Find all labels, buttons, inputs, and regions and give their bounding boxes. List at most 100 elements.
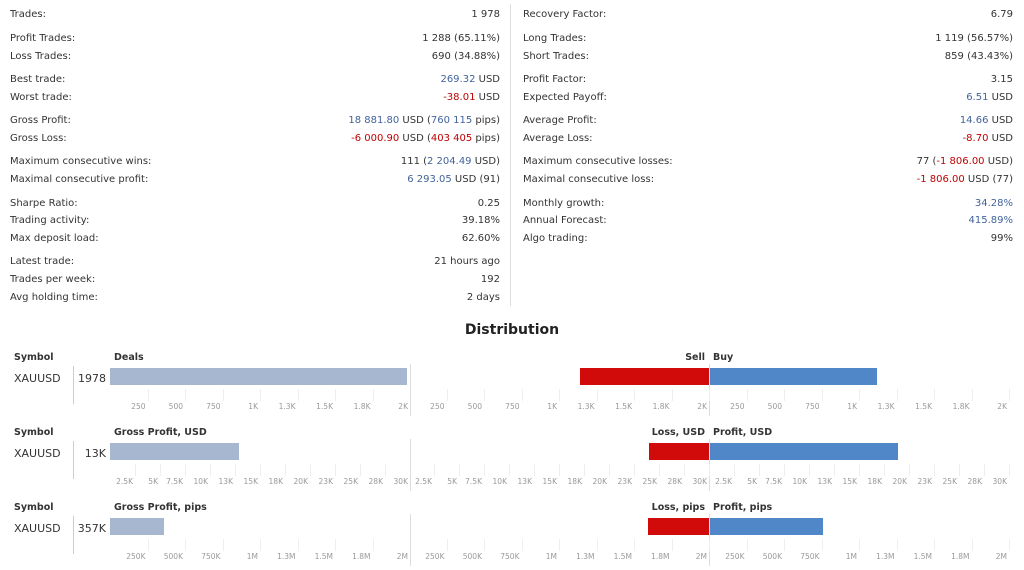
right-header: Profit, pips — [713, 502, 773, 513]
axis-tick-label: 15K — [243, 477, 258, 486]
stat-value: 6 293.05 USD (91) — [407, 173, 500, 187]
axis-tick-label: 750K — [201, 552, 221, 561]
axis-tick-label: 1.3M — [576, 552, 595, 561]
axis-gridline — [521, 389, 523, 401]
stat-value: -6 000.90 USD (403 405 pips) — [351, 132, 500, 146]
stat-label: Sharpe Ratio: — [10, 198, 78, 209]
stat-value-part: -6 000.90 — [351, 133, 400, 144]
stat-value: 2 days — [467, 291, 500, 305]
axis-tick-label: 750 — [805, 402, 820, 411]
axis-gridline — [934, 464, 935, 476]
axis-tick-label: 5K — [747, 477, 757, 486]
stat-row: Recovery Factor: 6.79 — [523, 8, 1013, 22]
axis-gridline — [709, 464, 710, 476]
axis-tick-label: 500K — [462, 552, 482, 561]
stat-label: Gross Profit: — [10, 115, 71, 126]
stat-value: 1 978 — [471, 8, 500, 22]
stat-value-part: USD — [988, 92, 1013, 103]
stat-label: Expected Payoff: — [523, 92, 607, 103]
stat-row: Sharpe Ratio: 0.25 — [10, 197, 500, 211]
axis-tick-label: 25K — [642, 477, 657, 486]
axis-gridline — [584, 464, 585, 476]
axis-gridline — [821, 539, 823, 551]
axis-tick-label: 7.5K — [166, 477, 183, 486]
symbol-name: XAUUSD — [14, 522, 61, 535]
stat-value-part: 1 288 (65.11%) — [422, 33, 500, 44]
axis-gridline — [596, 389, 598, 401]
stat-value: -1 806.00 USD (77) — [917, 173, 1013, 187]
axis-tick-label: 20K — [293, 477, 308, 486]
axis-gridline — [971, 539, 973, 551]
stat-value-part: pips) — [472, 115, 500, 126]
axis-tick-label: 1.8M — [352, 552, 371, 561]
stat-label: Loss Trades: — [10, 51, 72, 62]
axis-gridline — [147, 389, 149, 401]
stat-value-part: 192 — [480, 274, 500, 285]
axis-tick-label: 500K — [762, 552, 782, 561]
stat-value: 859 (43.43%) — [945, 50, 1013, 64]
left-header: Sell — [685, 352, 705, 363]
axis-gridline — [459, 464, 460, 476]
axis-tick-label: 13K — [218, 477, 233, 486]
stat-value-part: USD ( — [399, 133, 431, 144]
axis-gridline — [260, 539, 261, 551]
stat-row: Long Trades: 1 119 (56.57%) — [523, 32, 1013, 46]
stat-value-part: USD) — [984, 156, 1013, 167]
axis-tick-label: 1.3K — [278, 402, 296, 411]
axis-tick-label: 1.8M — [951, 552, 970, 561]
main-bar — [110, 368, 407, 385]
stat-row: Profit Factor: 3.15 — [523, 73, 1013, 87]
axis-gridline — [434, 464, 435, 476]
axis-gridline — [185, 389, 186, 401]
stat-value-part: USD (77) — [964, 174, 1013, 185]
axis-gridline — [859, 464, 860, 476]
axis-gridline — [385, 464, 386, 476]
axis-gridline — [297, 389, 299, 401]
axis-tick-label: 1.8K — [652, 402, 670, 411]
axis-tick-label: 1.5K — [915, 402, 932, 411]
axis-gridline — [896, 389, 898, 401]
axis-tick-label: 5K — [148, 477, 158, 486]
stat-value-part: 18 881.80 — [348, 115, 400, 126]
stat-row: Profit Trades: 1 288 (65.11%) — [10, 32, 500, 46]
stat-value-part: 1 978 — [471, 9, 500, 20]
stat-value: 690 (34.88%) — [432, 50, 500, 64]
stat-value-part: -1 806.00 — [916, 174, 965, 185]
axis-gridline — [559, 389, 560, 401]
axis-gridline — [634, 539, 635, 551]
loss-bar — [648, 443, 709, 460]
axis-tick-label: 500K — [163, 552, 183, 561]
axis-gridline — [634, 389, 635, 401]
stat-value-part: 111 ( — [400, 156, 428, 167]
loss-bar — [648, 518, 709, 535]
stat-value: 18 881.80 USD (760 115 pips) — [348, 114, 500, 128]
stat-label: Best trade: — [10, 74, 66, 85]
stat-value-part: 14.66 — [959, 115, 989, 126]
stat-value: 6.79 — [991, 8, 1013, 22]
axis-gridline — [909, 464, 910, 476]
stat-label: Algo trading: — [523, 233, 588, 244]
axis-gridline — [484, 464, 485, 476]
stat-value-part: 760 115 — [430, 115, 473, 126]
stat-row: Expected Payoff: 6.51 USD — [523, 91, 1013, 105]
stat-label: Long Trades: — [523, 33, 587, 44]
stat-label: Trades: — [10, 9, 46, 20]
axis-gridline — [659, 464, 660, 476]
axis-tick-label: 750 — [505, 402, 520, 411]
axis-tick-label: 1.3K — [577, 402, 595, 411]
axis-tick-label: 1.3M — [277, 552, 296, 561]
axis-gridline — [335, 389, 336, 401]
stat-value-part: 859 (43.43%) — [944, 51, 1013, 62]
axis-gridline — [984, 464, 985, 476]
stat-value-part: 99% — [990, 233, 1013, 244]
axis-gridline — [360, 464, 361, 476]
stat-label: Short Trades: — [523, 51, 589, 62]
axis-gridline — [235, 464, 236, 476]
axis-tick-label: 2.5K — [415, 477, 432, 486]
axis-tick-label: 23K — [318, 477, 333, 486]
stat-row: Maximum consecutive wins: 111 (2 204.49 U… — [10, 155, 500, 169]
stat-label: Maximal consecutive profit: — [10, 174, 149, 185]
axis-tick-label: 1K — [547, 402, 557, 411]
stat-value-part: USD — [475, 74, 500, 85]
axis-tick-label: 250 — [131, 402, 146, 411]
